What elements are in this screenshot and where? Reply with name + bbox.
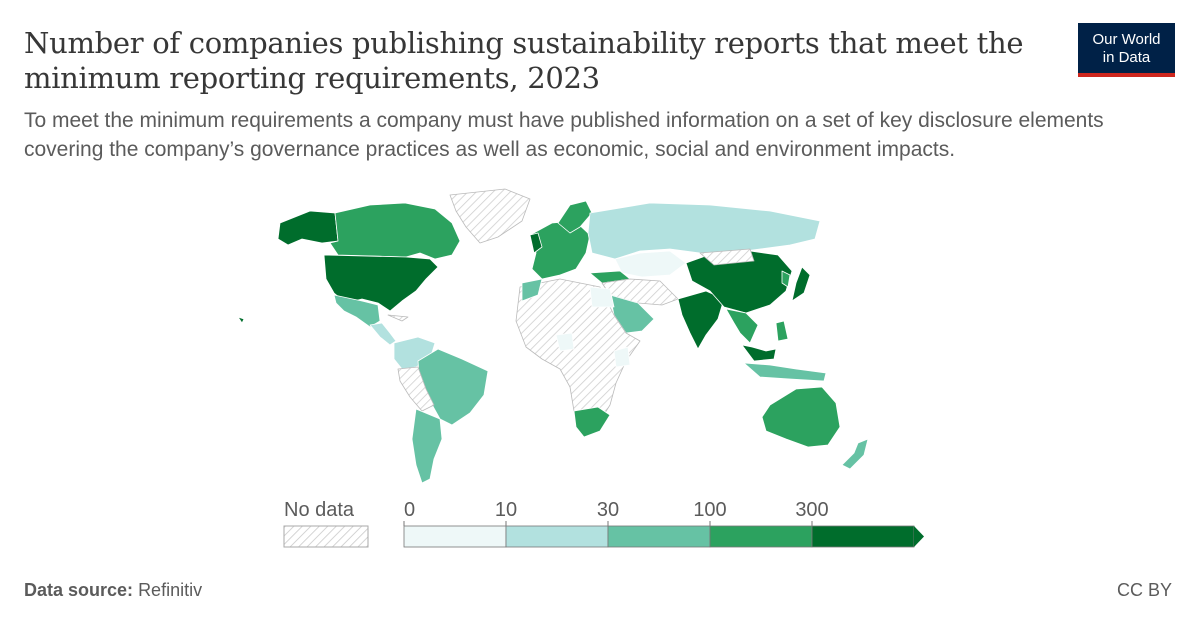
region-morocco[interactable]	[521, 278, 543, 302]
legend-tick-label-0: 0	[404, 499, 415, 521]
logo-line-2: in Data	[1102, 49, 1151, 66]
region-brazil[interactable]	[417, 348, 489, 426]
region-europe[interactable]	[529, 220, 591, 280]
region-caribbean[interactable]	[387, 314, 409, 322]
world-map	[237, 188, 869, 483]
region-egypt[interactable]	[589, 286, 615, 308]
legend-tick-label-2: 30	[597, 499, 619, 521]
region-argentina[interactable]	[411, 408, 443, 483]
region-mongolia[interactable]	[699, 248, 755, 266]
legend-no-data-swatch[interactable]	[283, 525, 369, 548]
region-alaska[interactable]	[277, 210, 339, 246]
region-australia[interactable]	[761, 386, 841, 448]
data-source: Data source: Refinitiv	[24, 580, 202, 601]
region-kenya[interactable]	[613, 346, 631, 368]
legend-bin-2[interactable]	[607, 525, 711, 548]
legend-bin-1[interactable]	[505, 525, 609, 548]
region-canada[interactable]	[329, 202, 461, 260]
region-usa[interactable]	[323, 254, 439, 312]
owid-logo[interactable]: Our World in Data	[1078, 23, 1175, 77]
region-mexico[interactable]	[333, 294, 381, 328]
legend-tick-label-1: 10	[495, 499, 517, 521]
region-southeast-asia[interactable]	[725, 308, 759, 344]
legend-open-end-arrow	[914, 526, 924, 547]
legend-bin-4[interactable]	[811, 525, 915, 548]
legend-no-data-label: No data	[284, 499, 355, 521]
license[interactable]: CC BY	[1116, 580, 1172, 600]
data-source-value[interactable]: Refinitiv	[138, 580, 203, 600]
region-nigeria[interactable]	[555, 332, 575, 352]
legend-bin-3[interactable]	[709, 525, 813, 548]
region-central-asia[interactable]	[614, 250, 687, 278]
region-malaysia[interactable]	[741, 344, 777, 362]
region-south-africa[interactable]	[573, 406, 611, 438]
logo-line-1: Our World	[1092, 31, 1161, 48]
region-indonesia[interactable]	[743, 362, 827, 382]
region-central-america[interactable]	[369, 322, 397, 346]
region-hawaii[interactable]	[237, 316, 245, 324]
region-russia[interactable]	[587, 202, 821, 260]
data-source-label: Data source:	[24, 580, 134, 600]
legend-tick-label-3: 100	[693, 499, 726, 521]
legend-bin-0[interactable]	[403, 525, 507, 548]
chart-title: Number of companies publishing sustainab…	[24, 26, 1024, 95]
region-greenland[interactable]	[449, 188, 531, 244]
region-peru-bolivia[interactable]	[397, 366, 435, 412]
region-japan[interactable]	[791, 266, 811, 302]
color-legend: No data 0 10 30 100 300	[283, 499, 924, 548]
region-new-zealand[interactable]	[841, 438, 869, 470]
legend-tick-label-4: 300	[795, 499, 828, 521]
region-uk[interactable]	[529, 232, 543, 254]
chart-subtitle: To meet the minimum requirements a compa…	[24, 109, 1104, 161]
region-korea[interactable]	[781, 270, 791, 288]
region-philippines[interactable]	[775, 320, 789, 342]
